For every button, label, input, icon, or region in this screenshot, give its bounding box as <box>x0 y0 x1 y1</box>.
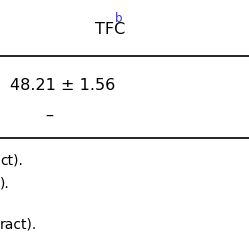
Text: ).: ). <box>0 176 10 190</box>
Text: ct).: ct). <box>0 154 23 168</box>
Text: –: – <box>45 108 53 123</box>
Text: 48.21 ± 1.56: 48.21 ± 1.56 <box>10 78 115 93</box>
Text: b: b <box>115 12 122 25</box>
Text: TFC: TFC <box>95 22 125 37</box>
Text: ract).: ract). <box>0 217 37 231</box>
